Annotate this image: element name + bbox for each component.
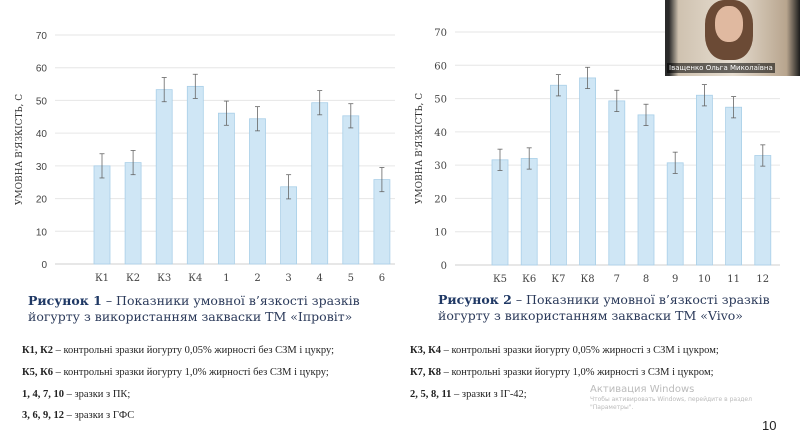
x-tick-label: 9 [672,274,678,285]
bar-К6 [520,158,538,266]
chart-1: 0 10 20 30 40 50 60 70 УМОВНА В'ЯЗКІСТЬ, С К1 К2 К3… [15,31,395,284]
x-tick-label: 5 [348,273,354,284]
bar-7 [608,100,626,266]
bar-12 [754,155,772,266]
x-tick-label: 11 [727,274,740,285]
x-tick-label: К2 [126,273,140,284]
bar-10 [695,94,713,266]
y-tick-label: 40 [36,129,48,140]
y-tick-label: 50 [434,95,447,106]
y-tick-label: 70 [434,28,447,39]
y-tick-label: 10 [36,227,48,238]
bar-1 [217,112,235,265]
y-tick-label: 50 [36,96,48,107]
bar-К5 [491,159,509,266]
x-tick-label: 8 [643,274,649,285]
y-tick-label: 0 [441,261,447,272]
x-tick-label: 4 [317,273,323,284]
x-tick-label: 7 [614,274,620,285]
bar-9 [666,162,684,266]
bar-2 [249,118,266,265]
y-tick-label: 20 [434,194,447,205]
x-tick-label: 12 [756,274,769,285]
participant-name: Іващенко Ольга Миколаївна [667,63,775,73]
bar-К7 [549,84,567,266]
y-tick-label: 10 [434,228,447,239]
legend-k3-k4: К3, К4 – контрольні зразки йогурту 0,05%… [410,345,719,356]
x-tick-label: К3 [157,273,171,284]
y-tick-label: 60 [434,61,447,72]
legend-k5-k6: К5, К6 – контрольні зразки йогурту 1,0% … [22,367,329,378]
chart-2: 0 10 20 30 40 50 60 70 УМОВНА В'ЯЗКІСТЬ, С К5 К6 К7… [415,28,780,285]
caption-figure-1: Рисунок 1 – Показники умовної в’язкості … [28,293,360,324]
x-tick-label: 1 [223,273,229,284]
bar-К8 [579,77,597,266]
y-tick-label: 20 [36,195,48,206]
legend-ig42: 2, 5, 8, 11 – зразки з ІГ-42; [410,389,527,400]
x-tick-label: К5 [493,274,507,285]
windows-activation-watermark: Активация Windows Чтобы активировать Win… [590,384,752,411]
y-axis-label: УМОВНА В'ЯЗКІСТЬ, С [415,93,425,204]
x-tick-label: 3 [285,273,291,284]
x-tick-label: К1 [95,273,109,284]
y-tick-label: 40 [434,128,447,139]
y-tick-label: 30 [36,162,48,173]
y-tick-label: 30 [434,161,447,172]
y-tick-label: 60 [36,64,48,75]
y-axis-label: УМОВНА В'ЯЗКІСТЬ, С [15,94,25,205]
bar-5 [342,115,360,265]
caption-figure-2: Рисунок 2 – Показники умовної в’язкості … [438,292,770,323]
y-tick-label: 70 [36,31,48,42]
legend-k7-k8: К7, К8 – контрольні зразки йогурту 1,0% … [410,367,714,378]
bar-К1 [93,165,111,265]
x-tick-label: 2 [254,273,260,284]
x-tick-label: К4 [188,273,202,284]
y-tick-label: 0 [41,260,47,271]
bar-6 [373,179,391,265]
bar-К2 [124,162,142,265]
participant-face [715,6,743,42]
bar-11 [725,106,743,266]
bar-К4 [186,85,204,265]
bar-8 [637,114,655,266]
legend-gfs: 3, 6, 9, 12 – зразки з ГФС [22,410,135,421]
page-number: 10 [762,418,777,433]
legend-pk: 1, 4, 7, 10 – зразки з ПК; [22,389,131,400]
x-tick-label: 10 [698,274,711,285]
bar-К3 [155,89,173,265]
legend-k1-k2: К1, К2 – контрольні зразки йогурту 0,05%… [22,345,335,356]
x-tick-label: К8 [581,274,595,285]
x-tick-label: К7 [551,274,565,285]
x-tick-label: 6 [379,273,385,284]
bar-4 [311,102,329,265]
x-tick-label: К6 [522,274,536,285]
webcam-video[interactable]: Іващенко Ольга Миколаївна [665,0,800,76]
